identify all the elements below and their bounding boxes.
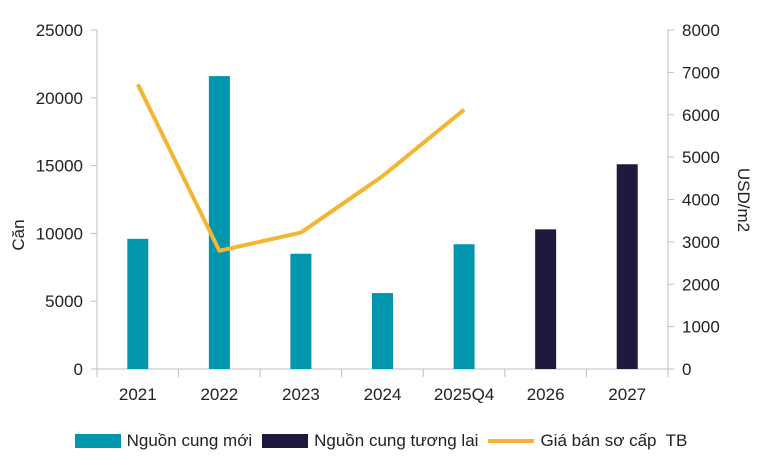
bar-new-supply — [127, 238, 149, 369]
x-tick-label: 2022 — [200, 385, 238, 404]
legend-item-avg-price: Giá bán sơ cấp TB — [488, 431, 687, 451]
line-layer — [135, 83, 466, 253]
bar-new-supply — [453, 244, 475, 369]
legend-item-future-supply: Nguồn cung tương lai — [262, 431, 478, 451]
x-tick-label: 2021 — [119, 385, 157, 404]
legend-label-new-supply: Nguồn cung mới — [126, 431, 253, 450]
y2-tick-label: 1000 — [682, 318, 720, 337]
x-tick-label: 2026 — [527, 385, 565, 404]
legend-swatch-avg-price — [488, 439, 535, 443]
legend-item-new-supply: Nguồn cung mới — [74, 431, 253, 451]
y2-tick-label: 3000 — [682, 233, 720, 252]
y-tick-label: 10000 — [36, 224, 83, 243]
x-tick-label: 2023 — [282, 385, 320, 404]
y2-tick-label: 5000 — [682, 148, 720, 167]
x-tick-label: 2024 — [364, 385, 402, 404]
y-tick-label: 15000 — [36, 157, 83, 176]
line-avg-price — [135, 83, 466, 253]
x-tick-label: 2025Q4 — [434, 385, 495, 404]
y-tick-label: 5000 — [45, 292, 83, 311]
y-tick-label: 0 — [74, 360, 83, 379]
bar-future-supply — [616, 164, 638, 369]
labels-layer: 0 5000 10000 15000 20000 25000 0 1000 2000 3000 40… — [36, 21, 720, 404]
bars-layer — [127, 76, 638, 369]
y2-tick-label: 2000 — [682, 275, 720, 294]
bar-future-supply — [535, 229, 557, 369]
y2-tick-label: 8000 — [682, 21, 720, 40]
y-tick-label: 25000 — [36, 21, 83, 40]
bar-new-supply — [290, 253, 312, 369]
y2-tick-label: 0 — [682, 360, 691, 379]
chart-legend: Nguồn cung mới Nguồn cung tương lai Giá … — [0, 426, 762, 456]
y2-tick-label: 6000 — [682, 106, 720, 125]
legend-label-avg-price: Giá bán sơ cấp TB — [540, 431, 688, 450]
legend-swatch-future-supply — [262, 434, 309, 448]
x-tick-label: 2027 — [608, 385, 646, 404]
y-tick-label: 20000 — [36, 89, 83, 108]
legend-label-future-supply: Nguồn cung tương lai — [314, 431, 479, 450]
y-axis-title: Căn — [9, 219, 28, 250]
legend-swatch-new-supply — [74, 434, 121, 448]
y2-tick-label: 7000 — [682, 63, 720, 82]
bar-new-supply — [208, 76, 230, 369]
y2-tick-label: 4000 — [682, 191, 720, 210]
y2-axis-title: USD/m2 — [734, 168, 753, 232]
bar-new-supply — [372, 293, 393, 369]
